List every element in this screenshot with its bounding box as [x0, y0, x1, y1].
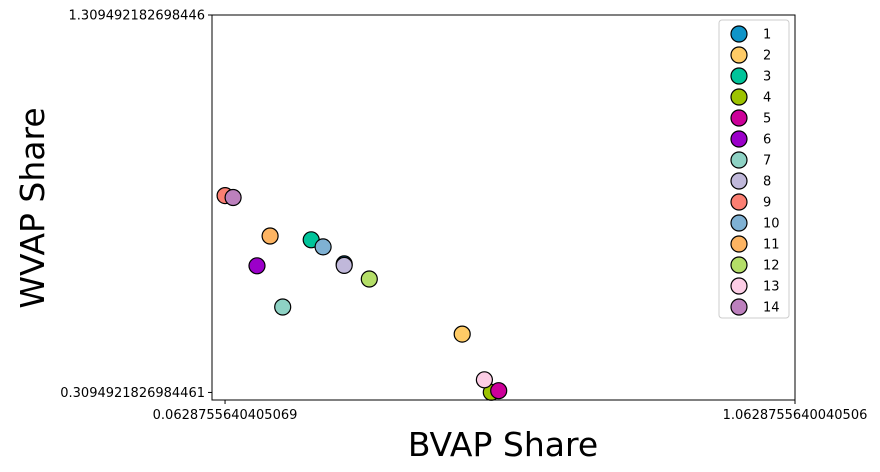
point-series-10 [314, 238, 332, 256]
legend-marker-7 [730, 151, 748, 169]
legend-label-4: 4 [763, 91, 771, 106]
legend-label-9: 9 [763, 196, 771, 211]
plot-frame [211, 14, 796, 401]
legend-marker-6 [730, 130, 748, 148]
legend-marker-12 [730, 256, 748, 274]
point-series-8 [335, 256, 353, 274]
y-tick-label: 0.3094921826984461 [60, 386, 205, 401]
point-series-11 [261, 227, 279, 245]
x-tick-label: 0.0628755640405069 [153, 408, 298, 423]
y-axis-title: WVAP Share [13, 107, 52, 308]
legend-marker-13 [730, 277, 748, 295]
legend-marker-8 [730, 172, 748, 190]
legend-label-13: 13 [763, 280, 780, 295]
legend-marker-14 [730, 298, 748, 316]
legend-marker-10 [730, 214, 748, 232]
point-series-6 [248, 257, 266, 275]
legend-marker-11 [730, 235, 748, 253]
point-series-13 [475, 371, 493, 389]
legend-label-2: 2 [763, 49, 771, 64]
legend-label-8: 8 [763, 175, 771, 190]
point-series-2 [453, 325, 471, 343]
point-series-7 [274, 298, 292, 316]
points-layer [216, 187, 508, 401]
legend-label-3: 3 [763, 70, 771, 85]
legend-marker-1 [730, 25, 748, 43]
legend-label-12: 12 [763, 259, 780, 274]
legend-label-6: 6 [763, 133, 771, 148]
legend-label-14: 14 [763, 301, 780, 316]
x-axis-title: BVAP Share [408, 425, 598, 464]
legend-marker-3 [730, 67, 748, 85]
point-series-5 [490, 382, 508, 400]
legend-marker-9 [730, 193, 748, 211]
y-tick-label: 1.309492182698446 [69, 9, 205, 24]
point-series-12 [360, 270, 378, 288]
ticks-layer: 0.0628755640405069 1.0628755640040506 0.30… [60, 9, 867, 424]
legend-label-10: 10 [763, 217, 780, 232]
legend-label-7: 7 [763, 154, 771, 169]
legend-label-1: 1 [763, 28, 771, 43]
legend-label-11: 11 [763, 238, 780, 253]
point-series-14 [224, 188, 242, 207]
legend-marker-2 [730, 46, 748, 64]
legend-marker-5 [730, 109, 748, 127]
x-tick-label: 1.0628755640040506 [723, 408, 868, 423]
legend-label-5: 5 [763, 112, 771, 127]
legend-marker-4 [730, 88, 748, 106]
